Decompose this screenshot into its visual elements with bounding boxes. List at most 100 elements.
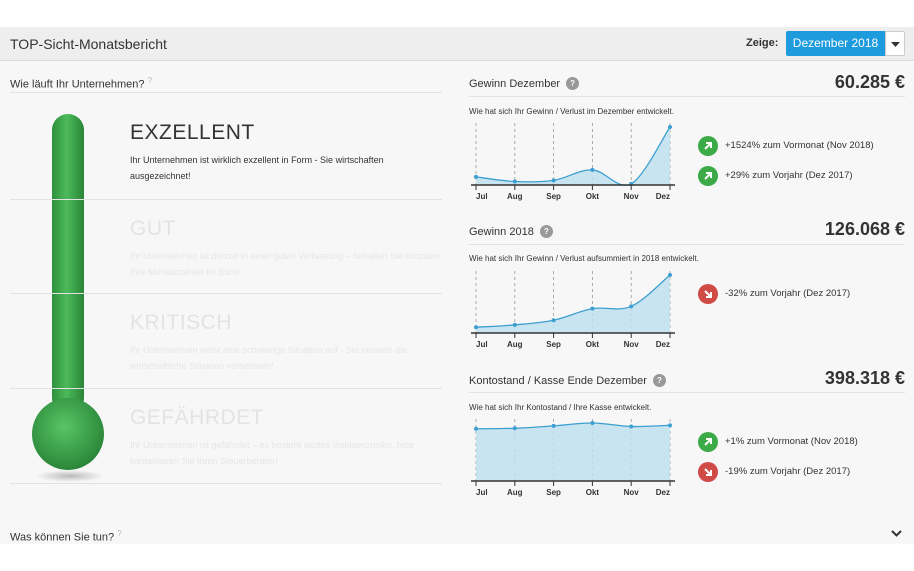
status-title: KRITISCH — [130, 311, 233, 334]
page-title: TOP-Sicht-Monatsbericht — [10, 36, 167, 52]
section-value: 126.068 € — [824, 219, 905, 239]
comparison-text: -19% zum Vorjahr (Dez 2017) — [725, 466, 851, 477]
section-title: Gewinn 2018? — [469, 225, 553, 238]
data-point[interactable] — [668, 273, 672, 277]
area-fill — [476, 127, 670, 186]
x-tick-label: Jul — [476, 192, 488, 201]
status-gefährdet: GEFÄHRDET Ihr Unternehmen ist gefährdet –… — [130, 406, 450, 469]
x-tick-label: Aug — [507, 192, 523, 201]
x-tick-label: Aug — [507, 340, 523, 349]
report-frame: TOP-Sicht-Monatsbericht Zeige: Dezember … — [0, 27, 914, 544]
data-point[interactable] — [512, 322, 517, 327]
data-point[interactable] — [668, 125, 672, 129]
show-label: Zeige: — [746, 37, 779, 49]
trend-badge — [698, 166, 718, 186]
data-point[interactable] — [474, 426, 478, 431]
x-tick-label: Aug — [507, 488, 523, 497]
section-value: 398.318 € — [824, 368, 905, 388]
x-tick-label: Sep — [546, 340, 561, 349]
arrow-up-right-icon — [704, 172, 712, 180]
divider — [10, 388, 442, 389]
x-tick-label: Nov — [624, 488, 640, 497]
what-can-you-do-toggle[interactable]: Was können Sie tun? ? — [10, 529, 122, 544]
series-line — [475, 422, 671, 430]
trend-badge — [698, 432, 718, 452]
comparison-item: +1524% zum Vormonat (Nov 2018) — [698, 136, 908, 156]
status-exzellent: EXZELLENT Ihr Unternehmen ist wirklich ex… — [130, 121, 450, 184]
arrow-up-right-icon — [704, 438, 712, 446]
data-point[interactable] — [629, 304, 634, 309]
arrow-up-right-icon — [704, 142, 712, 150]
comparison-item: -32% zum Vorjahr (Dez 2017) — [698, 284, 908, 304]
comparison-item: +29% zum Vorjahr (Dez 2017) — [698, 166, 908, 186]
status-description: Ihr Unternehmen ist derzeit in einer gut… — [130, 251, 441, 277]
help-icon[interactable]: ? — [652, 374, 666, 387]
x-tick-label: Jul — [476, 340, 488, 349]
divider — [469, 96, 905, 97]
help-icon[interactable]: ? — [566, 77, 580, 90]
comparison-text: -32% zum Vorjahr (Dez 2017) — [725, 288, 851, 299]
x-tick-label: Dez — [656, 488, 670, 497]
status-kritisch: KRITISCH Ihr Unternehmen weist eine schwi… — [130, 311, 450, 374]
section-subtitle: Wie hat sich Ihr Gewinn / Verlust aufsum… — [469, 254, 699, 263]
data-point[interactable] — [629, 424, 634, 429]
header-bar: TOP-Sicht-Monatsbericht Zeige: Dezember … — [0, 27, 914, 61]
data-point[interactable] — [590, 167, 595, 172]
help-mark[interactable]: ? — [117, 529, 122, 538]
trend-badge — [698, 136, 718, 156]
thermometer-gauge — [32, 114, 104, 482]
comparison-text: +1524% zum Vormonat (Nov 2018) — [725, 140, 874, 151]
chevron-down-icon[interactable] — [891, 530, 902, 537]
data-point[interactable] — [551, 318, 556, 323]
comparison-text: +1% zum Vormonat (Nov 2018) — [725, 436, 858, 447]
area-fill — [476, 422, 670, 481]
section-value: 60.285 € — [834, 72, 905, 92]
section-subtitle: Wie hat sich Ihr Kontostand / Ihre Kasse… — [469, 403, 652, 412]
series-line — [475, 126, 671, 186]
comparison-text: +29% zum Vorjahr (Dez 2017) — [725, 170, 853, 181]
status-title: GEFÄHRDET — [130, 406, 265, 429]
x-tick-label: Jul — [476, 488, 488, 497]
section-title: Kontostand / Kasse Ende Dezember? — [469, 374, 666, 387]
data-point[interactable] — [551, 178, 556, 183]
data-point[interactable] — [474, 325, 478, 330]
x-tick-label: Sep — [546, 488, 561, 497]
x-tick-label: Dez — [656, 340, 670, 349]
trend-badge — [698, 284, 718, 304]
divider — [10, 199, 442, 200]
comparison-item: +1% zum Vormonat (Nov 2018) — [698, 432, 908, 452]
data-point[interactable] — [590, 306, 595, 311]
month-select-button[interactable]: Dezember 2018 — [786, 31, 885, 56]
area-fill — [476, 275, 670, 333]
month-dropdown-toggle[interactable] — [885, 31, 905, 56]
data-point[interactable] — [668, 423, 672, 428]
status-description: Ihr Unternehmen weist eine schwierige Si… — [130, 345, 408, 371]
status-title: EXZELLENT — [130, 121, 255, 144]
section-subtitle: Wie hat sich Ihr Gewinn / Verlust im Dez… — [469, 107, 674, 116]
x-tick-label: Nov — [624, 192, 640, 201]
divider — [10, 293, 442, 294]
area-chart: Jul Aug Sep Okt Nov Dez — [471, 419, 675, 497]
section-title: Gewinn Dezember? — [469, 77, 580, 90]
help-mark[interactable]: ? — [147, 76, 153, 85]
data-point[interactable] — [590, 421, 595, 425]
x-tick-label: Okt — [586, 192, 600, 201]
x-tick-label: Nov — [624, 340, 640, 349]
left-panel-title: Wie läuft Ihr Unternehmen? ? — [10, 76, 153, 91]
area-chart: Jul Aug Sep Okt Nov Dez — [471, 123, 675, 201]
status-description: Ihr Unternehmen ist gefährdet – es beste… — [130, 440, 414, 466]
data-point[interactable] — [512, 179, 517, 184]
series-line — [475, 274, 671, 328]
divider — [10, 483, 442, 484]
divider — [469, 244, 905, 245]
data-point[interactable] — [474, 174, 478, 179]
data-point[interactable] — [512, 426, 517, 431]
help-icon[interactable]: ? — [539, 225, 553, 238]
comparison-item: -19% zum Vorjahr (Dez 2017) — [698, 462, 908, 482]
x-tick-label: Okt — [586, 340, 600, 349]
area-chart: Jul Aug Sep Okt Nov Dez — [471, 271, 675, 349]
data-point[interactable] — [551, 423, 556, 428]
divider — [469, 392, 905, 393]
trend-badge — [698, 462, 718, 482]
divider — [10, 92, 442, 93]
